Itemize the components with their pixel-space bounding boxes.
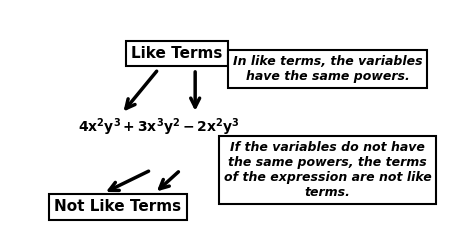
Text: If the variables do not have
the same powers, the terms
of the expression are no: If the variables do not have the same po… bbox=[224, 141, 431, 199]
Text: $\mathbf{4x^2y^3 + 3x^3y^2 - 2x^2y^3}$: $\mathbf{4x^2y^3 + 3x^3y^2 - 2x^2y^3}$ bbox=[78, 116, 239, 138]
Text: Not Like Terms: Not Like Terms bbox=[55, 199, 182, 214]
Text: Like Terms: Like Terms bbox=[131, 46, 222, 61]
Text: In like terms, the variables
have the same powers.: In like terms, the variables have the sa… bbox=[233, 55, 422, 83]
